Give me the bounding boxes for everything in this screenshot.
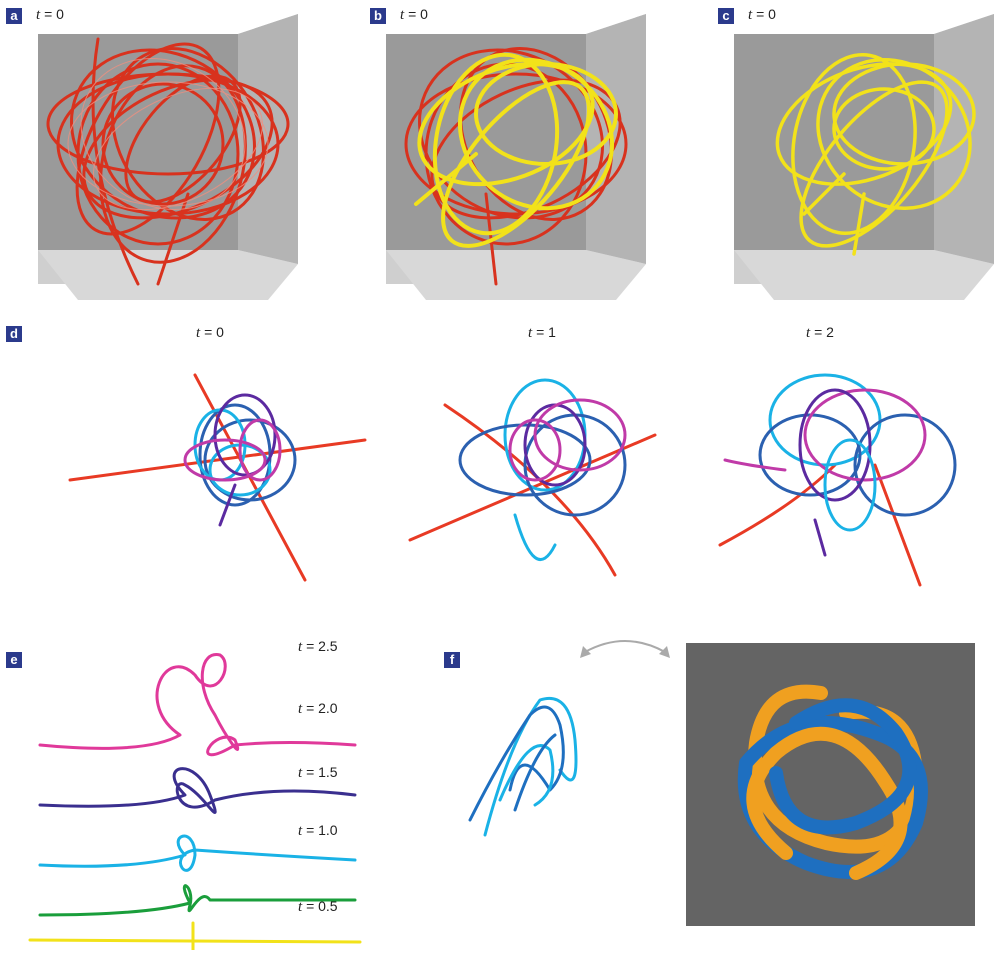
panel-label-e: e xyxy=(6,652,22,668)
panel-d-frame1-time-label: t = 0 xyxy=(196,324,224,342)
panel-e-label-t05: t = 0.5 xyxy=(298,898,338,916)
panel-b-time-label: t = 0 xyxy=(400,6,428,24)
time-variable: t xyxy=(298,765,303,781)
panel-label-f: f xyxy=(444,652,460,668)
panel-label-b: b xyxy=(370,8,386,24)
time-variable: t xyxy=(298,701,303,717)
time-value: = 2 xyxy=(814,324,834,340)
panel-b-mixed-tubes-box xyxy=(386,14,646,300)
panel-d-vortex-frame-3 xyxy=(718,373,957,587)
time-variable: t xyxy=(298,899,303,915)
time-value: = 0 xyxy=(756,6,776,22)
panel-d-frame3-time-label: t = 2 xyxy=(806,324,834,342)
time-variable: t xyxy=(806,325,811,341)
time-variable: t xyxy=(528,325,533,341)
panel-e-label-t10: t = 1.0 xyxy=(298,822,338,840)
time-value: = 2.5 xyxy=(306,638,338,654)
time-variable: t xyxy=(36,7,41,23)
panel-f-knot-line xyxy=(468,697,578,837)
panel-e-label-t20: t = 2.0 xyxy=(298,700,338,718)
panel-label-c: c xyxy=(718,8,734,24)
time-value: = 1.0 xyxy=(306,822,338,838)
panel-c-time-label: t = 0 xyxy=(748,6,776,24)
time-value: = 1 xyxy=(536,324,556,340)
time-value: = 1.5 xyxy=(306,764,338,780)
time-variable: t xyxy=(400,7,405,23)
panel-f-double-arrow xyxy=(580,640,670,658)
panel-a-time-label: t = 0 xyxy=(36,6,64,24)
time-value: = 0 xyxy=(44,6,64,22)
panel-label-d: d xyxy=(6,326,22,342)
time-variable: t xyxy=(196,325,201,341)
panel-a-red-tubes-box xyxy=(38,14,298,300)
panel-label-a: a xyxy=(6,8,22,24)
panel-f-knot-render xyxy=(686,643,975,926)
time-variable: t xyxy=(748,7,753,23)
panel-d-vortex-frame-2 xyxy=(408,378,657,577)
time-value: = 0 xyxy=(408,6,428,22)
time-value: = 0.5 xyxy=(306,898,338,914)
time-value: = 0 xyxy=(204,324,224,340)
panel-e-knot-evolution xyxy=(28,653,362,950)
panel-e-label-t15: t = 1.5 xyxy=(298,764,338,782)
time-variable: t xyxy=(298,639,303,655)
time-variable: t xyxy=(298,823,303,839)
panel-c-yellow-tubes-box xyxy=(734,14,994,300)
time-value: = 2.0 xyxy=(306,700,338,716)
panel-e-label-t25: t = 2.5 xyxy=(298,638,338,656)
panel-d-frame2-time-label: t = 1 xyxy=(528,324,556,342)
panel-d-vortex-frame-1 xyxy=(68,373,367,582)
